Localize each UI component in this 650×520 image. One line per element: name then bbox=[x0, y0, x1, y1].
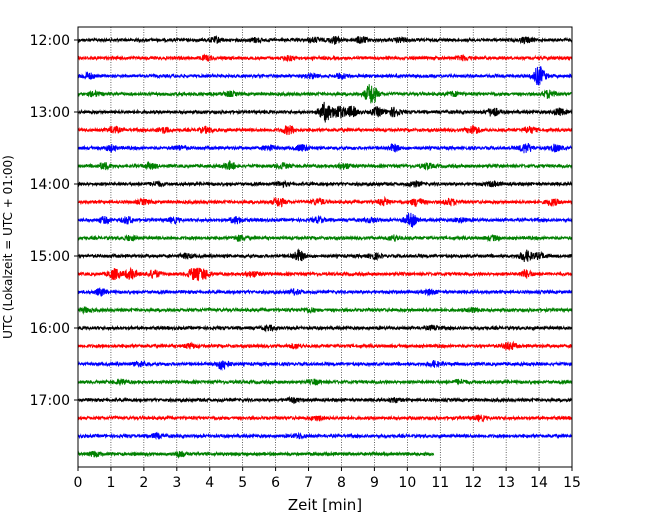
x-tick-label-4: 4 bbox=[205, 475, 214, 491]
trace-1245 bbox=[77, 84, 573, 104]
trace-1745 bbox=[77, 450, 435, 459]
trace-1200 bbox=[77, 34, 573, 45]
trace-1215 bbox=[77, 53, 573, 63]
trace-1400 bbox=[77, 179, 573, 189]
y-axis-ticks: 12:00 13:00 14:00 15:00 16:00 17:00 bbox=[30, 33, 78, 409]
trace-1600 bbox=[77, 323, 573, 333]
trace-1645 bbox=[77, 378, 573, 386]
x-tick-label-0: 0 bbox=[74, 475, 83, 491]
x-tick-label-6: 6 bbox=[271, 475, 280, 491]
y-tick-label-4: 16:00 bbox=[30, 321, 70, 337]
x-tick-label-1: 1 bbox=[106, 475, 115, 491]
x-tick-label-12: 12 bbox=[464, 475, 482, 491]
y-tick-label-1: 13:00 bbox=[30, 105, 70, 121]
trace-1500 bbox=[77, 248, 573, 263]
y-tick-label-0: 12:00 bbox=[30, 33, 70, 49]
x-axis-ticks: 0 1 2 3 4 5 6 7 8 9 10 11 12 13 14 15 bbox=[74, 467, 581, 491]
x-tick-label-7: 7 bbox=[304, 475, 313, 491]
x-tick-label-11: 11 bbox=[431, 475, 449, 491]
x-tick-label-3: 3 bbox=[172, 475, 181, 491]
trace-1330 bbox=[77, 142, 573, 154]
x-tick-label-14: 14 bbox=[530, 475, 548, 491]
trace-1445 bbox=[77, 234, 573, 243]
trace-1630 bbox=[77, 359, 573, 372]
y-tick-label-2: 14:00 bbox=[30, 177, 70, 193]
trace-1300 bbox=[77, 101, 573, 123]
trace-1415 bbox=[77, 195, 573, 208]
x-axis-label: Zeit [min] bbox=[288, 496, 362, 514]
x-tick-label-8: 8 bbox=[337, 475, 346, 491]
plot-frame bbox=[77, 26, 573, 468]
y-tick-label-3: 15:00 bbox=[30, 249, 70, 265]
y-tick-label-5: 17:00 bbox=[30, 393, 70, 409]
grid-lines bbox=[110, 27, 540, 467]
trace-1730 bbox=[77, 431, 573, 441]
x-tick-label-10: 10 bbox=[398, 475, 416, 491]
trace-1345 bbox=[77, 159, 573, 171]
x-tick-label-2: 2 bbox=[139, 475, 148, 491]
x-tick-label-15: 15 bbox=[563, 475, 581, 491]
trace-1715 bbox=[77, 413, 573, 423]
y-axis-label: UTC (Lokalzeit = UTC + 01:00) bbox=[1, 155, 15, 339]
trace-1545 bbox=[77, 306, 573, 315]
trace-1530 bbox=[77, 286, 573, 297]
x-tick-label-13: 13 bbox=[497, 475, 515, 491]
trace-1700 bbox=[77, 395, 573, 405]
trace-1315 bbox=[77, 124, 573, 136]
x-tick-label-9: 9 bbox=[370, 475, 379, 491]
trace-1230 bbox=[77, 66, 573, 86]
trace-1515 bbox=[77, 266, 573, 282]
trace-1430 bbox=[77, 211, 573, 229]
traces bbox=[77, 34, 573, 459]
trace-1615 bbox=[77, 340, 573, 352]
x-tick-label-5: 5 bbox=[238, 475, 247, 491]
